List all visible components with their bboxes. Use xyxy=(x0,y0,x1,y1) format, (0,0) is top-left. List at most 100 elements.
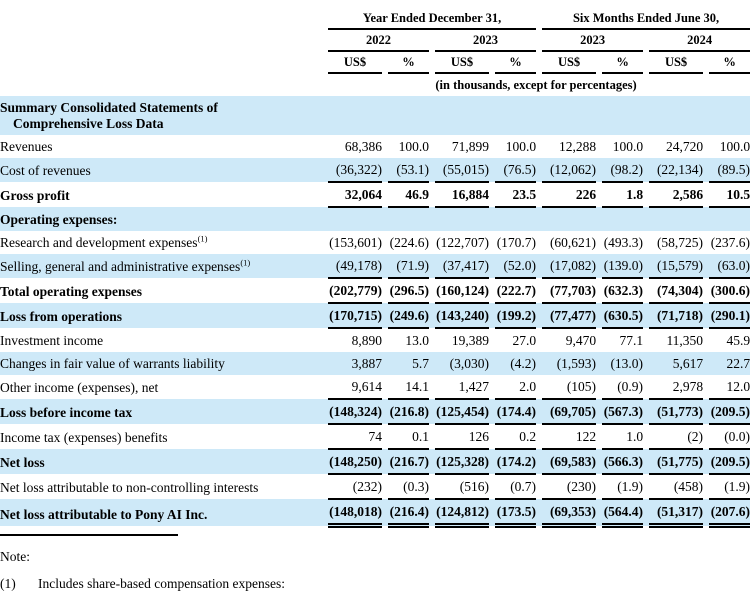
cell-value: (232) xyxy=(328,474,382,500)
table-row: Investment income 8,890 13.0 19,389 27.0 9,47… xyxy=(0,328,750,352)
cell-value: (300.6) xyxy=(709,278,750,304)
row-label: Gross profit xyxy=(0,188,70,203)
cell-value: 11,350 xyxy=(666,333,704,348)
cell-value: (216.7) xyxy=(388,449,429,475)
cell-value: 100.0 xyxy=(505,139,537,154)
cell-value: (1.9) xyxy=(709,474,750,500)
cell-value: 22.7 xyxy=(726,356,750,371)
cell-value: 1.8 xyxy=(602,182,644,208)
cell-value: (237.6) xyxy=(710,235,750,250)
footnote-1: (1) Includes share-based compensation ex… xyxy=(0,576,750,592)
cell-value: 100.0 xyxy=(398,139,429,154)
row-label: Operating expenses: xyxy=(0,212,118,227)
cell-value: 126 xyxy=(435,424,489,450)
cell-value: 2,586 xyxy=(649,182,704,208)
column-group-header-row: Year Ended December 31, Six Months Ended… xyxy=(0,8,750,30)
units-note-row: (in thousands, except for percentages) xyxy=(0,73,750,96)
cell-value: (0.9) xyxy=(602,375,644,400)
row-label: Changes in fair value of warrants liabil… xyxy=(0,356,225,371)
cell-value: (170.7) xyxy=(496,235,537,250)
cell-value: 0.1 xyxy=(388,424,429,450)
cell-value: (209.5) xyxy=(709,399,750,425)
row-label: Net loss xyxy=(0,455,45,470)
cell-value: 8,890 xyxy=(351,333,382,348)
row-label: Income tax (expenses) benefits xyxy=(0,430,168,445)
cell-value: (290.1) xyxy=(709,303,750,329)
cell-value: 74 xyxy=(328,424,382,450)
cell-value: (0.0) xyxy=(709,424,750,450)
cell-value: (13.0) xyxy=(610,356,644,371)
unit-header: US$ xyxy=(649,51,704,74)
table-row: Other income (expenses), net 9,614 14.1 1,4… xyxy=(0,375,750,400)
table-row: Summary Consolidated Statements of Compre… xyxy=(0,96,750,135)
cell-value: (55,015) xyxy=(435,158,489,183)
cell-value: 45.9 xyxy=(726,333,750,348)
cell-value: (148,018) xyxy=(328,499,382,528)
cell-value: (143,240) xyxy=(435,303,489,329)
cell-value: 27.0 xyxy=(512,333,537,348)
cell-value: (148,324) xyxy=(328,399,382,425)
cell-value: (230) xyxy=(542,474,597,500)
cell-value: (4.2) xyxy=(510,356,537,371)
cell-value: 10.5 xyxy=(709,182,750,208)
table-row: Cost of revenues (36,322) (53.1) (55,015) (7… xyxy=(0,158,750,183)
note-label: Note: xyxy=(0,549,30,564)
table-row: Changes in fair value of warrants liabil… xyxy=(0,352,750,375)
column-group-year-ended: Year Ended December 31, xyxy=(328,8,537,30)
cell-value: (60,621) xyxy=(549,235,597,250)
cell-value: (49,178) xyxy=(328,254,382,279)
cell-value: 5,617 xyxy=(672,356,704,371)
unit-header: % xyxy=(709,51,750,74)
cell-value: 77.1 xyxy=(619,333,644,348)
comprehensive-loss-table: Year Ended December 31, Six Months Ended… xyxy=(0,8,750,528)
unit-header: US$ xyxy=(435,51,489,74)
cell-value: (36,322) xyxy=(328,158,382,183)
cell-value: 46.9 xyxy=(388,182,429,208)
row-label: Net loss attributable to non-controlling… xyxy=(0,480,259,495)
cell-value: (58,725) xyxy=(656,235,704,250)
cell-value: (458) xyxy=(649,474,704,500)
cell-value: (296.5) xyxy=(388,278,429,304)
cell-value: 100.0 xyxy=(612,139,644,154)
cell-value: 226 xyxy=(542,182,597,208)
unit-header-row: US$ % US$ % US$ % US$ % xyxy=(0,51,750,74)
table-row: Selling, general and administrative expe… xyxy=(0,254,750,279)
cell-value: (148,250) xyxy=(328,449,382,475)
cell-value: 122 xyxy=(542,424,597,450)
cell-value: (105) xyxy=(542,375,597,400)
cell-value: (2) xyxy=(649,424,704,450)
unit-header: % xyxy=(602,51,644,74)
table-row: Loss from operations (170,715) (249.6) (143… xyxy=(0,303,750,329)
table-row: Gross profit 32,064 46.9 16,884 23.5 226 1.8 2,… xyxy=(0,182,750,208)
row-label: Summary Consolidated Statements of Compre… xyxy=(0,100,218,131)
cell-value: (222.7) xyxy=(495,278,537,304)
cell-value: (125,454) xyxy=(435,399,489,425)
cell-value: 12.0 xyxy=(709,375,750,400)
table-row: Operating expenses: xyxy=(0,207,750,231)
cell-value: 100.0 xyxy=(719,139,750,154)
cell-value: 23.5 xyxy=(495,182,537,208)
cell-value: (630.5) xyxy=(602,303,644,329)
row-label: Revenues xyxy=(0,139,53,154)
row-label: Research and development expenses(1) xyxy=(0,233,208,250)
cell-value: (77,477) xyxy=(542,303,597,329)
cell-value: (52.0) xyxy=(495,254,537,279)
unit-header: % xyxy=(495,51,537,74)
unit-header: US$ xyxy=(542,51,597,74)
cell-value: (69,353) xyxy=(542,499,597,528)
row-label: Other income (expenses), net xyxy=(0,380,159,395)
cell-value: (199.2) xyxy=(495,303,537,329)
cell-value: 16,884 xyxy=(435,182,489,208)
year-header-row: 2022 2023 2023 2024 xyxy=(0,29,750,52)
cell-value: 12,288 xyxy=(558,139,597,154)
table-row: Research and development expenses(1) (153… xyxy=(0,231,750,254)
cell-value: (1.9) xyxy=(602,474,644,500)
footnote-reference: (1) xyxy=(240,257,251,268)
spacer-cell xyxy=(0,29,322,51)
row-label: Selling, general and administrative expe… xyxy=(0,257,251,274)
cell-value: (160,124) xyxy=(435,278,489,304)
cell-value: (173.5) xyxy=(495,499,537,528)
cell-value: (207.6) xyxy=(709,499,750,528)
spacer-cell xyxy=(0,51,322,73)
